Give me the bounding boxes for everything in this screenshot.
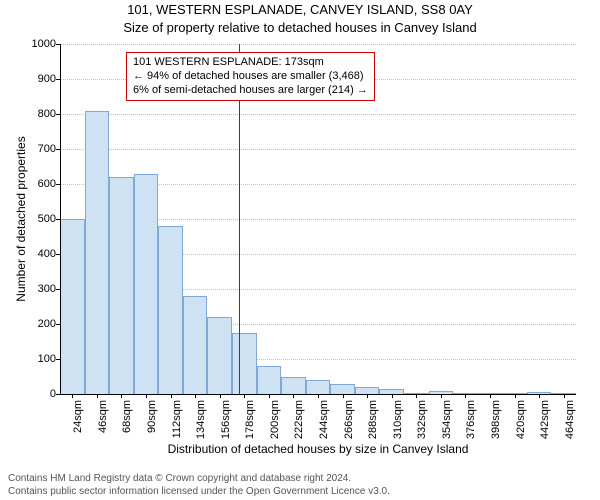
x-tick-label: 156sqm xyxy=(220,400,232,450)
x-tick-label: 222sqm xyxy=(293,400,305,450)
histogram-bar xyxy=(207,317,232,394)
x-tick-mark xyxy=(515,394,516,398)
x-tick-label: 266sqm xyxy=(343,400,355,450)
y-axis-line xyxy=(60,44,61,394)
x-tick-label: 134sqm xyxy=(195,400,207,450)
x-tick-mark xyxy=(392,394,393,398)
x-tick-mark xyxy=(465,394,466,398)
histogram-bar xyxy=(232,333,257,394)
footer-line2: Contains public sector information licen… xyxy=(8,486,390,499)
x-tick-label: 442sqm xyxy=(539,400,551,450)
y-tick-label: 1000 xyxy=(16,38,56,50)
x-tick-mark xyxy=(293,394,294,398)
y-tick-label: 300 xyxy=(16,283,56,295)
annotation-line3: 6% of semi-detached houses are larger (2… xyxy=(133,84,368,98)
x-tick-mark xyxy=(220,394,221,398)
x-tick-mark xyxy=(441,394,442,398)
footer-attribution: Contains HM Land Registry data © Crown c… xyxy=(8,473,390,498)
histogram-bar xyxy=(158,226,183,394)
x-tick-label: 112sqm xyxy=(171,400,183,450)
x-tick-mark xyxy=(367,394,368,398)
x-tick-label: 244sqm xyxy=(318,400,330,450)
x-tick-label: 398sqm xyxy=(490,400,502,450)
y-tick-mark xyxy=(56,114,60,115)
x-tick-label: 376sqm xyxy=(465,400,477,450)
x-tick-mark xyxy=(97,394,98,398)
y-tick-label: 400 xyxy=(16,248,56,260)
histogram-bar xyxy=(60,219,85,394)
x-tick-mark xyxy=(564,394,565,398)
x-tick-label: 420sqm xyxy=(515,400,527,450)
histogram-bar xyxy=(281,377,306,395)
y-tick-mark xyxy=(56,219,60,220)
x-tick-mark xyxy=(539,394,540,398)
x-tick-label: 354sqm xyxy=(441,400,453,450)
gridline xyxy=(60,149,576,150)
y-tick-mark xyxy=(56,324,60,325)
x-tick-label: 288sqm xyxy=(367,400,379,450)
plot-area: 101 WESTERN ESPLANADE: 173sqm← 94% of de… xyxy=(60,44,576,394)
histogram-bar xyxy=(257,366,282,394)
y-tick-mark xyxy=(56,359,60,360)
y-tick-label: 0 xyxy=(16,388,56,400)
y-tick-label: 600 xyxy=(16,178,56,190)
y-tick-mark xyxy=(56,149,60,150)
x-tick-label: 200sqm xyxy=(269,400,281,450)
x-tick-mark xyxy=(146,394,147,398)
gridline xyxy=(60,114,576,115)
x-tick-mark xyxy=(318,394,319,398)
x-tick-mark xyxy=(244,394,245,398)
x-tick-label: 46sqm xyxy=(97,400,109,450)
x-tick-mark xyxy=(490,394,491,398)
histogram-bar xyxy=(183,296,208,394)
histogram-bar xyxy=(330,384,355,395)
y-tick-mark xyxy=(56,184,60,185)
y-tick-label: 500 xyxy=(16,213,56,225)
chart-title-line2: Size of property relative to detached ho… xyxy=(0,20,600,35)
histogram-bar xyxy=(85,111,110,395)
histogram-bar xyxy=(109,177,134,394)
x-tick-mark xyxy=(343,394,344,398)
y-tick-label: 200 xyxy=(16,318,56,330)
y-tick-mark xyxy=(56,289,60,290)
y-tick-label: 700 xyxy=(16,143,56,155)
x-tick-mark xyxy=(269,394,270,398)
x-tick-label: 464sqm xyxy=(564,400,576,450)
annotation-box: 101 WESTERN ESPLANADE: 173sqm← 94% of de… xyxy=(126,52,375,101)
y-tick-mark xyxy=(56,44,60,45)
y-tick-label: 100 xyxy=(16,353,56,365)
x-tick-mark xyxy=(195,394,196,398)
y-tick-mark xyxy=(56,254,60,255)
x-tick-label: 178sqm xyxy=(244,400,256,450)
histogram-bar xyxy=(355,387,380,394)
x-tick-label: 90sqm xyxy=(146,400,158,450)
gridline xyxy=(60,44,576,45)
x-tick-label: 24sqm xyxy=(72,400,84,450)
x-tick-label: 310sqm xyxy=(392,400,404,450)
x-tick-mark xyxy=(121,394,122,398)
y-tick-mark xyxy=(56,394,60,395)
annotation-line2: ← 94% of detached houses are smaller (3,… xyxy=(133,70,368,84)
chart-title-line1: 101, WESTERN ESPLANADE, CANVEY ISLAND, S… xyxy=(0,2,600,17)
histogram-bar xyxy=(306,380,331,394)
x-tick-mark xyxy=(72,394,73,398)
y-tick-mark xyxy=(56,79,60,80)
x-tick-mark xyxy=(416,394,417,398)
y-tick-label: 900 xyxy=(16,73,56,85)
x-tick-mark xyxy=(171,394,172,398)
x-tick-label: 68sqm xyxy=(121,400,133,450)
annotation-line1: 101 WESTERN ESPLANADE: 173sqm xyxy=(133,56,368,70)
footer-line1: Contains HM Land Registry data © Crown c… xyxy=(8,473,390,486)
y-tick-label: 800 xyxy=(16,108,56,120)
histogram-bar xyxy=(134,174,159,395)
x-tick-label: 332sqm xyxy=(416,400,428,450)
